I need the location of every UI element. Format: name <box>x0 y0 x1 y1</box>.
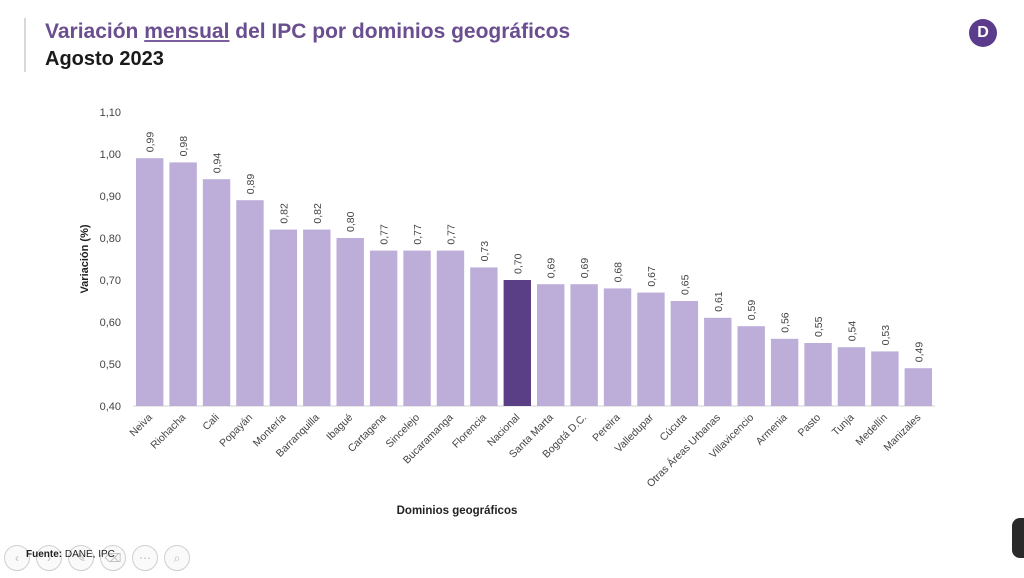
data-label: 0,77 <box>445 224 457 245</box>
bar <box>871 351 899 406</box>
presentation-toolbar: ‹ › ✎ ⌫ ⋯ ⌕ <box>4 544 190 572</box>
bar <box>670 301 699 406</box>
bar <box>436 250 465 406</box>
bar <box>837 347 866 406</box>
data-label: 0,55 <box>813 316 825 337</box>
more-icon[interactable]: ⋯ <box>132 545 158 571</box>
bar <box>537 284 565 406</box>
bar <box>637 292 665 406</box>
x-tick-label: Cali <box>200 412 221 433</box>
bar <box>269 229 298 406</box>
page-subtitle: Agosto 2023 <box>45 48 164 70</box>
bar <box>236 200 264 406</box>
zoom-icon[interactable]: ⌕ <box>164 545 190 571</box>
y-tick-label: 0,60 <box>100 317 121 329</box>
data-label: 0,77 <box>379 224 391 245</box>
data-label: 0,56 <box>780 312 792 333</box>
data-label: 0,77 <box>412 224 424 245</box>
x-tick-label: Pasto <box>796 412 824 440</box>
title-underlined-word: mensual <box>144 20 230 43</box>
bar <box>603 288 632 406</box>
bar <box>704 317 732 406</box>
arrow-left-icon[interactable]: ‹ <box>4 545 30 571</box>
data-label: 0,89 <box>245 174 257 195</box>
x-tick-label: Pereira <box>590 412 623 445</box>
bar <box>570 284 598 406</box>
data-label: 0,73 <box>479 241 491 262</box>
data-label: 0,80 <box>345 211 357 232</box>
y-tick-label: 0,80 <box>100 233 121 245</box>
x-tick-label: Popayán <box>217 412 255 450</box>
bar <box>503 280 531 406</box>
pen-icon[interactable]: ✎ <box>68 545 94 571</box>
bar <box>369 250 398 406</box>
bar <box>737 326 765 406</box>
x-tick-label: Ibagué <box>324 412 355 443</box>
data-label: 0,69 <box>546 258 558 279</box>
y-tick-label: 0,50 <box>100 359 121 371</box>
data-label: 0,68 <box>613 262 625 283</box>
data-label: 0,99 <box>145 132 157 153</box>
data-label: 0,61 <box>713 291 725 312</box>
data-label: 0,65 <box>679 274 691 295</box>
y-tick-label: 0,40 <box>100 401 121 413</box>
x-tick-label: Riohacha <box>148 412 188 452</box>
y-tick-label: 0,70 <box>100 275 121 287</box>
eraser-icon[interactable]: ⌫ <box>100 545 126 571</box>
bar <box>336 238 364 406</box>
y-tick-label: 1,00 <box>100 149 121 161</box>
window-edge-handle <box>1012 518 1024 558</box>
arrow-right-icon[interactable]: › <box>36 545 62 571</box>
x-tick-label: Cúcuta <box>657 412 689 444</box>
bar <box>303 229 331 406</box>
bar <box>770 338 799 406</box>
data-label: 0,82 <box>312 203 324 224</box>
bar <box>904 368 932 406</box>
y-tick-label: 1,10 <box>100 107 121 119</box>
y-axis-title: Variación (%) <box>79 224 91 293</box>
data-label: 0,98 <box>178 136 190 157</box>
source-label: Fuente: <box>26 549 63 560</box>
x-tick-label: Neiva <box>127 412 155 440</box>
title-accent-rule <box>24 18 26 72</box>
title-prefix: Variación <box>45 20 145 43</box>
bar <box>202 179 231 406</box>
data-label: 0,82 <box>278 203 290 224</box>
x-tick-label: Florencia <box>450 412 489 451</box>
bar <box>403 250 431 406</box>
bar <box>470 267 498 406</box>
bar <box>136 158 164 406</box>
x-tick-label: Armenia <box>754 412 790 448</box>
bar <box>169 162 197 406</box>
source-note: Fuente: DANE, IPC <box>26 549 115 560</box>
bar <box>804 343 832 406</box>
data-label: 0,67 <box>646 266 658 287</box>
data-label: 0,94 <box>212 153 224 174</box>
x-axis-title: Dominios geográficos <box>397 505 518 517</box>
data-label: 0,54 <box>846 321 858 342</box>
data-label: 0,70 <box>512 253 524 274</box>
y-tick-label: 0,90 <box>100 191 121 203</box>
title-suffix: del IPC por dominios geográficos <box>229 20 571 43</box>
source-text: DANE, IPC <box>62 549 115 560</box>
data-label: 0,69 <box>579 258 591 279</box>
data-label: 0,49 <box>913 342 925 363</box>
x-tick-label: Tunja <box>830 412 857 439</box>
dane-logo: D <box>969 19 997 47</box>
data-label: 0,59 <box>746 300 758 321</box>
page-title: Variación mensual del IPC por dominios g… <box>45 20 570 44</box>
data-label: 0,53 <box>880 325 892 346</box>
